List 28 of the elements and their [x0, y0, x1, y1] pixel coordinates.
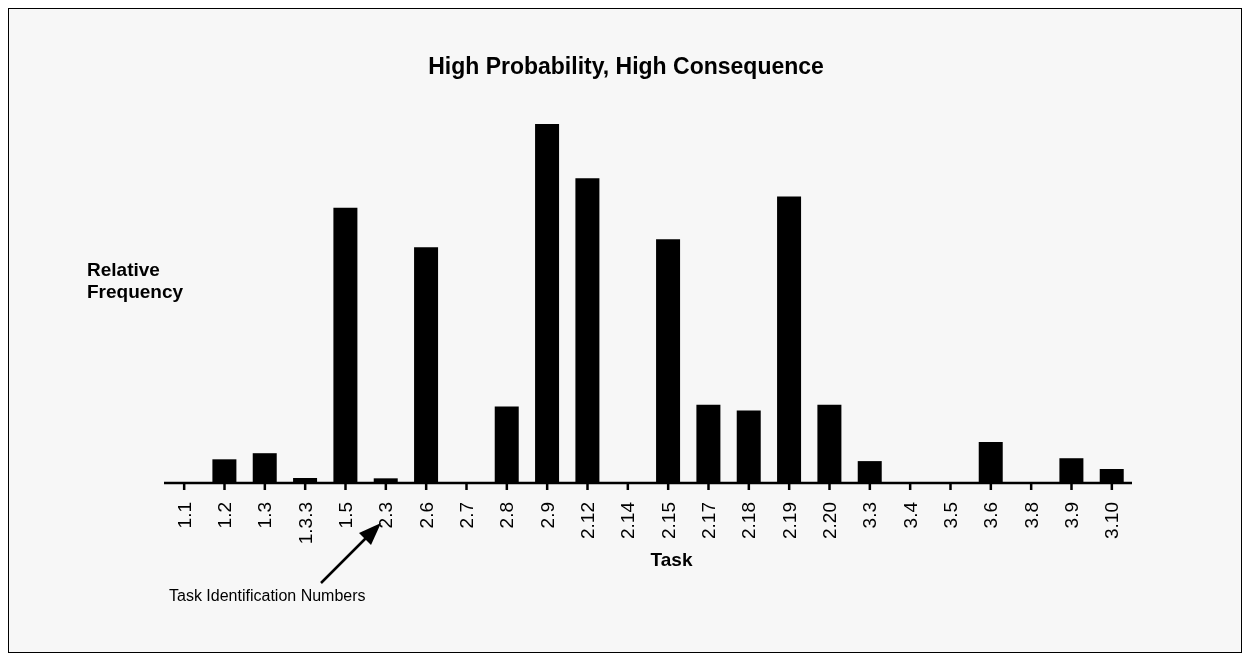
x-tick-label: 3.3: [859, 502, 881, 529]
x-tick-label: 3.8: [1020, 502, 1042, 529]
x-tick-label: 2.12: [577, 502, 598, 539]
x-tick-label: 2.3: [375, 502, 397, 529]
x-tick-label: 2.7: [456, 502, 477, 529]
x-tick-label: 1.5: [335, 502, 356, 529]
x-tick-label: 2.8: [496, 502, 518, 529]
x-tick-label: 3.5: [940, 502, 961, 529]
chart-title: High Probability, High Consequence: [427, 53, 825, 80]
x-tick-label: 2.18: [738, 502, 760, 539]
x-tick-label: 2.6: [415, 502, 437, 529]
x-tick-label: 3.10: [1101, 502, 1123, 539]
x-tick-label: 2.9: [536, 502, 558, 529]
x-tick-label: 1.1: [173, 502, 195, 529]
x-tick-label: 1.3: [254, 502, 276, 529]
x-tick-label: 3.4: [899, 501, 921, 529]
x-tick-label: 3.6: [980, 502, 1002, 529]
x-axis-title: Task: [650, 549, 693, 570]
x-tick-label: 2.19: [778, 502, 800, 539]
y-axis-title: Relative Frequency: [87, 259, 185, 303]
x-tick-label: 2.20: [819, 502, 840, 539]
x-tick-label: 3.9: [1061, 502, 1082, 529]
x-tick-label: 1.2: [214, 502, 235, 529]
x-tick-label: 2.14: [617, 501, 639, 539]
x-tick-label: 1.3.3: [294, 502, 316, 545]
text: Task Identification Numbers: [169, 587, 366, 605]
x-tick-label: 2.17: [698, 502, 719, 539]
x-tick-label: 2.15: [657, 502, 679, 539]
